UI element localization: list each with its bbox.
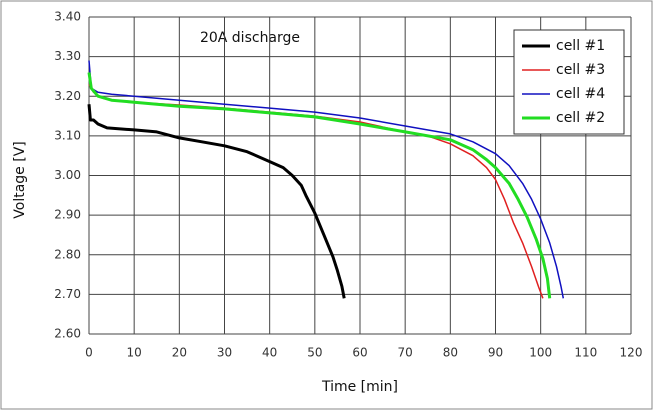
y-tick-label: 3.10 xyxy=(54,128,81,142)
y-tick-label: 2.60 xyxy=(54,327,81,341)
x-tick-label: 80 xyxy=(443,346,458,360)
x-tick-label: 0 xyxy=(85,346,93,360)
y-tick-label: 3.40 xyxy=(54,10,81,24)
x-tick-label: 90 xyxy=(488,346,503,360)
x-tick-label: 70 xyxy=(398,346,413,360)
y-tick-label: 3.20 xyxy=(54,89,81,103)
x-tick-label: 30 xyxy=(217,346,232,360)
x-tick-label: 120 xyxy=(620,346,643,360)
x-tick-label: 40 xyxy=(262,346,277,360)
x-tick-label: 100 xyxy=(529,346,552,360)
x-tick-label: 10 xyxy=(127,346,142,360)
y-tick-label: 2.90 xyxy=(54,208,81,222)
y-tick-label: 3.00 xyxy=(54,168,81,182)
legend-label: cell #4 xyxy=(556,86,605,102)
x-tick-label: 20 xyxy=(172,346,187,360)
x-tick-label: 60 xyxy=(352,346,367,360)
x-axis-label: Time [min] xyxy=(321,379,398,395)
x-tick-label: 50 xyxy=(307,346,322,360)
y-axis-label: Voltage [V] xyxy=(12,141,28,218)
annotation: 20A discharge xyxy=(200,30,300,46)
x-tick-label: 110 xyxy=(574,346,597,360)
legend-label: cell #1 xyxy=(556,38,605,54)
legend-label: cell #3 xyxy=(556,62,605,78)
series-line xyxy=(88,60,565,299)
series-line xyxy=(87,104,346,299)
legend-label: cell #2 xyxy=(556,110,605,126)
y-tick-label: 2.70 xyxy=(54,287,81,301)
y-tick-label: 3.30 xyxy=(54,49,81,63)
y-tick-label: 2.80 xyxy=(54,247,81,261)
series-line xyxy=(87,72,552,299)
